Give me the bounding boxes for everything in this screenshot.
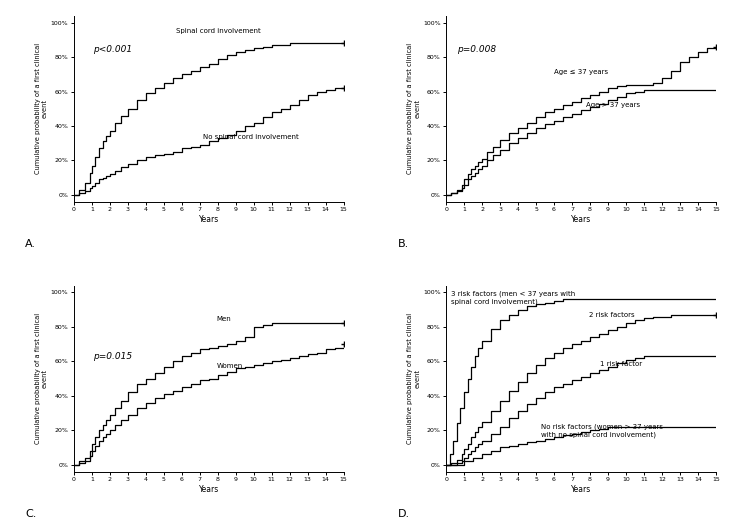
Text: p<0.001: p<0.001 — [93, 45, 132, 54]
Text: No risk factors (women > 37 years
with no spinal cord involvement): No risk factors (women > 37 years with n… — [540, 424, 663, 438]
Y-axis label: Cumulative probability of a first clinical
event: Cumulative probability of a first clinic… — [35, 313, 48, 444]
X-axis label: Years: Years — [199, 485, 218, 494]
Text: C.: C. — [25, 509, 37, 519]
Text: p=0.008: p=0.008 — [457, 45, 496, 54]
Text: Men: Men — [217, 316, 232, 322]
X-axis label: Years: Years — [571, 215, 591, 224]
Text: Age > 37 years: Age > 37 years — [587, 102, 641, 108]
X-axis label: Years: Years — [571, 485, 591, 494]
Text: Spinal cord involvement: Spinal cord involvement — [176, 28, 261, 34]
Y-axis label: Cumulative probability of a first clinical
event: Cumulative probability of a first clinic… — [407, 43, 420, 174]
Text: 3 risk factors (men < 37 years with
spinal cord involvement): 3 risk factors (men < 37 years with spin… — [452, 291, 576, 304]
Text: 1 risk factor: 1 risk factor — [600, 361, 642, 367]
Text: B.: B. — [398, 239, 409, 249]
Text: No spinal cord involvement: No spinal cord involvement — [203, 134, 299, 140]
Text: 2 risk factors: 2 risk factors — [589, 312, 635, 318]
Y-axis label: Cumulative probability of a first clinical
event: Cumulative probability of a first clinic… — [407, 313, 420, 444]
Text: D.: D. — [398, 509, 410, 519]
Y-axis label: Cumulative probability of a first clinical
event: Cumulative probability of a first clinic… — [35, 43, 48, 174]
Text: Women: Women — [217, 363, 243, 368]
X-axis label: Years: Years — [199, 215, 218, 224]
Text: Age ≤ 37 years: Age ≤ 37 years — [554, 69, 608, 74]
Text: p=0.015: p=0.015 — [93, 352, 132, 361]
Text: A.: A. — [25, 239, 36, 249]
